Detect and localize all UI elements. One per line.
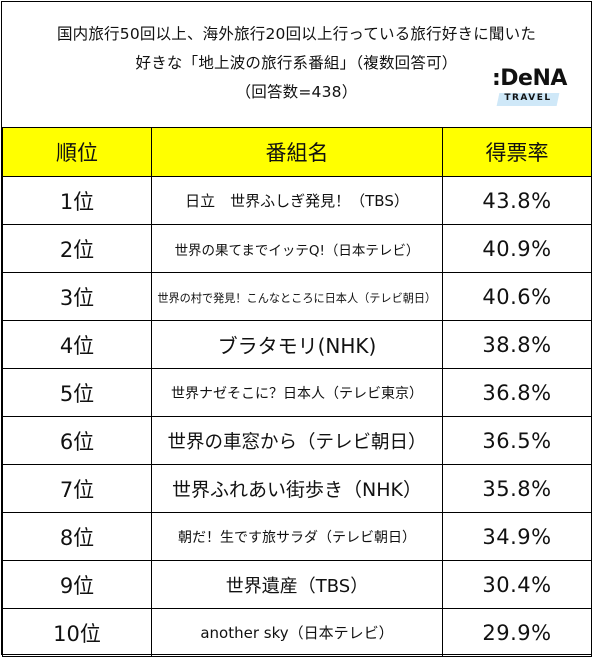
table-body: 1位 日立 世界ふしぎ発見！（TBS） 43.8% 2位 世界の果てまでイッテQ!（日本… <box>2 176 592 657</box>
program-name: 世界の村で発見！こんなところに日本人（テレビ朝日） <box>157 291 437 305</box>
rate-cell: 29.9% <box>442 608 592 657</box>
rank-cell: 10位 <box>2 608 152 657</box>
ranking-table: 順位 番組名 得票率 1位 日立 世界ふしぎ発見！（TBS） 43.8% 2位 世界の果… <box>2 127 592 657</box>
rank-cell: 8位 <box>2 512 152 561</box>
table-row: 2位 世界の果てまでイッテQ!（日本テレビ） 40.9% <box>2 224 592 273</box>
table-row: 3位 世界の村で発見！こんなところに日本人（テレビ朝日） 40.6% <box>2 272 592 321</box>
rate-cell: 40.9% <box>442 224 592 273</box>
program-name: ブラタモリ(NHK) <box>217 334 377 358</box>
table-row: 9位 世界遺産（TBS） 30.4% <box>2 560 592 609</box>
title-line-2: 好きな「地上波の旅行系番組」（複数回答可） <box>135 54 458 72</box>
program-cell: 日立 世界ふしぎ発見！（TBS） <box>151 176 443 225</box>
table-row: 7位 世界ふれあい街歩き（NHK） 35.8% <box>2 464 592 513</box>
rank-cell: 9位 <box>2 560 152 609</box>
title-block: 国内旅行50回以上、海外旅行20回以上行っている旅行好きに聞いた 好きな「地上波… <box>2 2 591 128</box>
table-row: 6位 世界の車窓から（テレビ朝日） 36.5% <box>2 416 592 465</box>
program-cell: 朝だ！生です旅サラダ（テレビ朝日） <box>151 512 443 561</box>
rate-cell: 35.8% <box>442 464 592 513</box>
program-name: 世界ナゼそこに？日本人（テレビ東京） <box>171 385 423 402</box>
program-name: another sky（日本テレビ） <box>200 624 394 642</box>
table-row: 4位 ブラタモリ(NHK) 38.8% <box>2 320 592 369</box>
rate-cell: 34.9% <box>442 512 592 561</box>
program-name: 世界の車窓から（テレビ朝日） <box>167 431 427 453</box>
title-line-1: 国内旅行50回以上、海外旅行20回以上行っている旅行好きに聞いた <box>56 25 537 43</box>
table-row: 8位 朝だ！生です旅サラダ（テレビ朝日） 34.9% <box>2 512 592 561</box>
table-row: 1位 日立 世界ふしぎ発見！（TBS） 43.8% <box>2 176 592 225</box>
rank-cell: 5位 <box>2 368 152 417</box>
rate-cell: 36.5% <box>442 416 592 465</box>
rank-cell: 7位 <box>2 464 152 513</box>
logo-subtext: TRAVEL <box>504 93 552 103</box>
program-cell: 世界遺産（TBS） <box>151 560 443 609</box>
rate-cell: 38.8% <box>442 320 592 369</box>
rate-cell: 36.8% <box>442 368 592 417</box>
table-row: 10位 another sky（日本テレビ） 29.9% <box>2 608 592 657</box>
rank-cell: 3位 <box>2 272 152 321</box>
program-cell: ブラタモリ(NHK) <box>151 320 443 369</box>
column-header-rank: 順位 <box>2 127 152 177</box>
program-name: 朝だ！生です旅サラダ（テレビ朝日） <box>178 529 416 546</box>
table-row: 5位 世界ナゼそこに？日本人（テレビ東京） 36.8% <box>2 368 592 417</box>
title-line-3: （回答数=438） <box>235 83 358 101</box>
program-name: 世界ふれあい街歩き（NHK） <box>172 479 422 501</box>
rank-cell: 4位 <box>2 320 152 369</box>
rate-cell: 40.6% <box>442 272 592 321</box>
program-cell: 世界ふれあい街歩き（NHK） <box>151 464 443 513</box>
program-cell: 世界ナゼそこに？日本人（テレビ東京） <box>151 368 443 417</box>
rate-cell: 30.4% <box>442 560 592 609</box>
program-cell: 世界の果てまでイッテQ!（日本テレビ） <box>151 224 443 273</box>
program-name: 世界遺産（TBS） <box>225 575 369 597</box>
rate-cell: 43.8% <box>442 176 592 225</box>
program-cell: another sky（日本テレビ） <box>151 608 443 657</box>
column-header-rate: 得票率 <box>442 127 592 177</box>
rank-cell: 2位 <box>2 224 152 273</box>
program-cell: 世界の村で発見！こんなところに日本人（テレビ朝日） <box>151 272 443 321</box>
column-header-program: 番組名 <box>151 127 443 177</box>
dena-travel-logo: :DeNA TRAVEL <box>492 66 567 112</box>
program-name: 日立 世界ふしぎ発見！（TBS） <box>185 192 409 210</box>
logo-text: :DeNA <box>492 66 567 91</box>
rank-cell: 1位 <box>2 176 152 225</box>
program-name: 世界の果てまでイッテQ!（日本テレビ） <box>174 242 420 259</box>
program-cell: 世界の車窓から（テレビ朝日） <box>151 416 443 465</box>
table-header-row: 順位 番組名 得票率 <box>2 127 592 177</box>
rank-cell: 6位 <box>2 416 152 465</box>
